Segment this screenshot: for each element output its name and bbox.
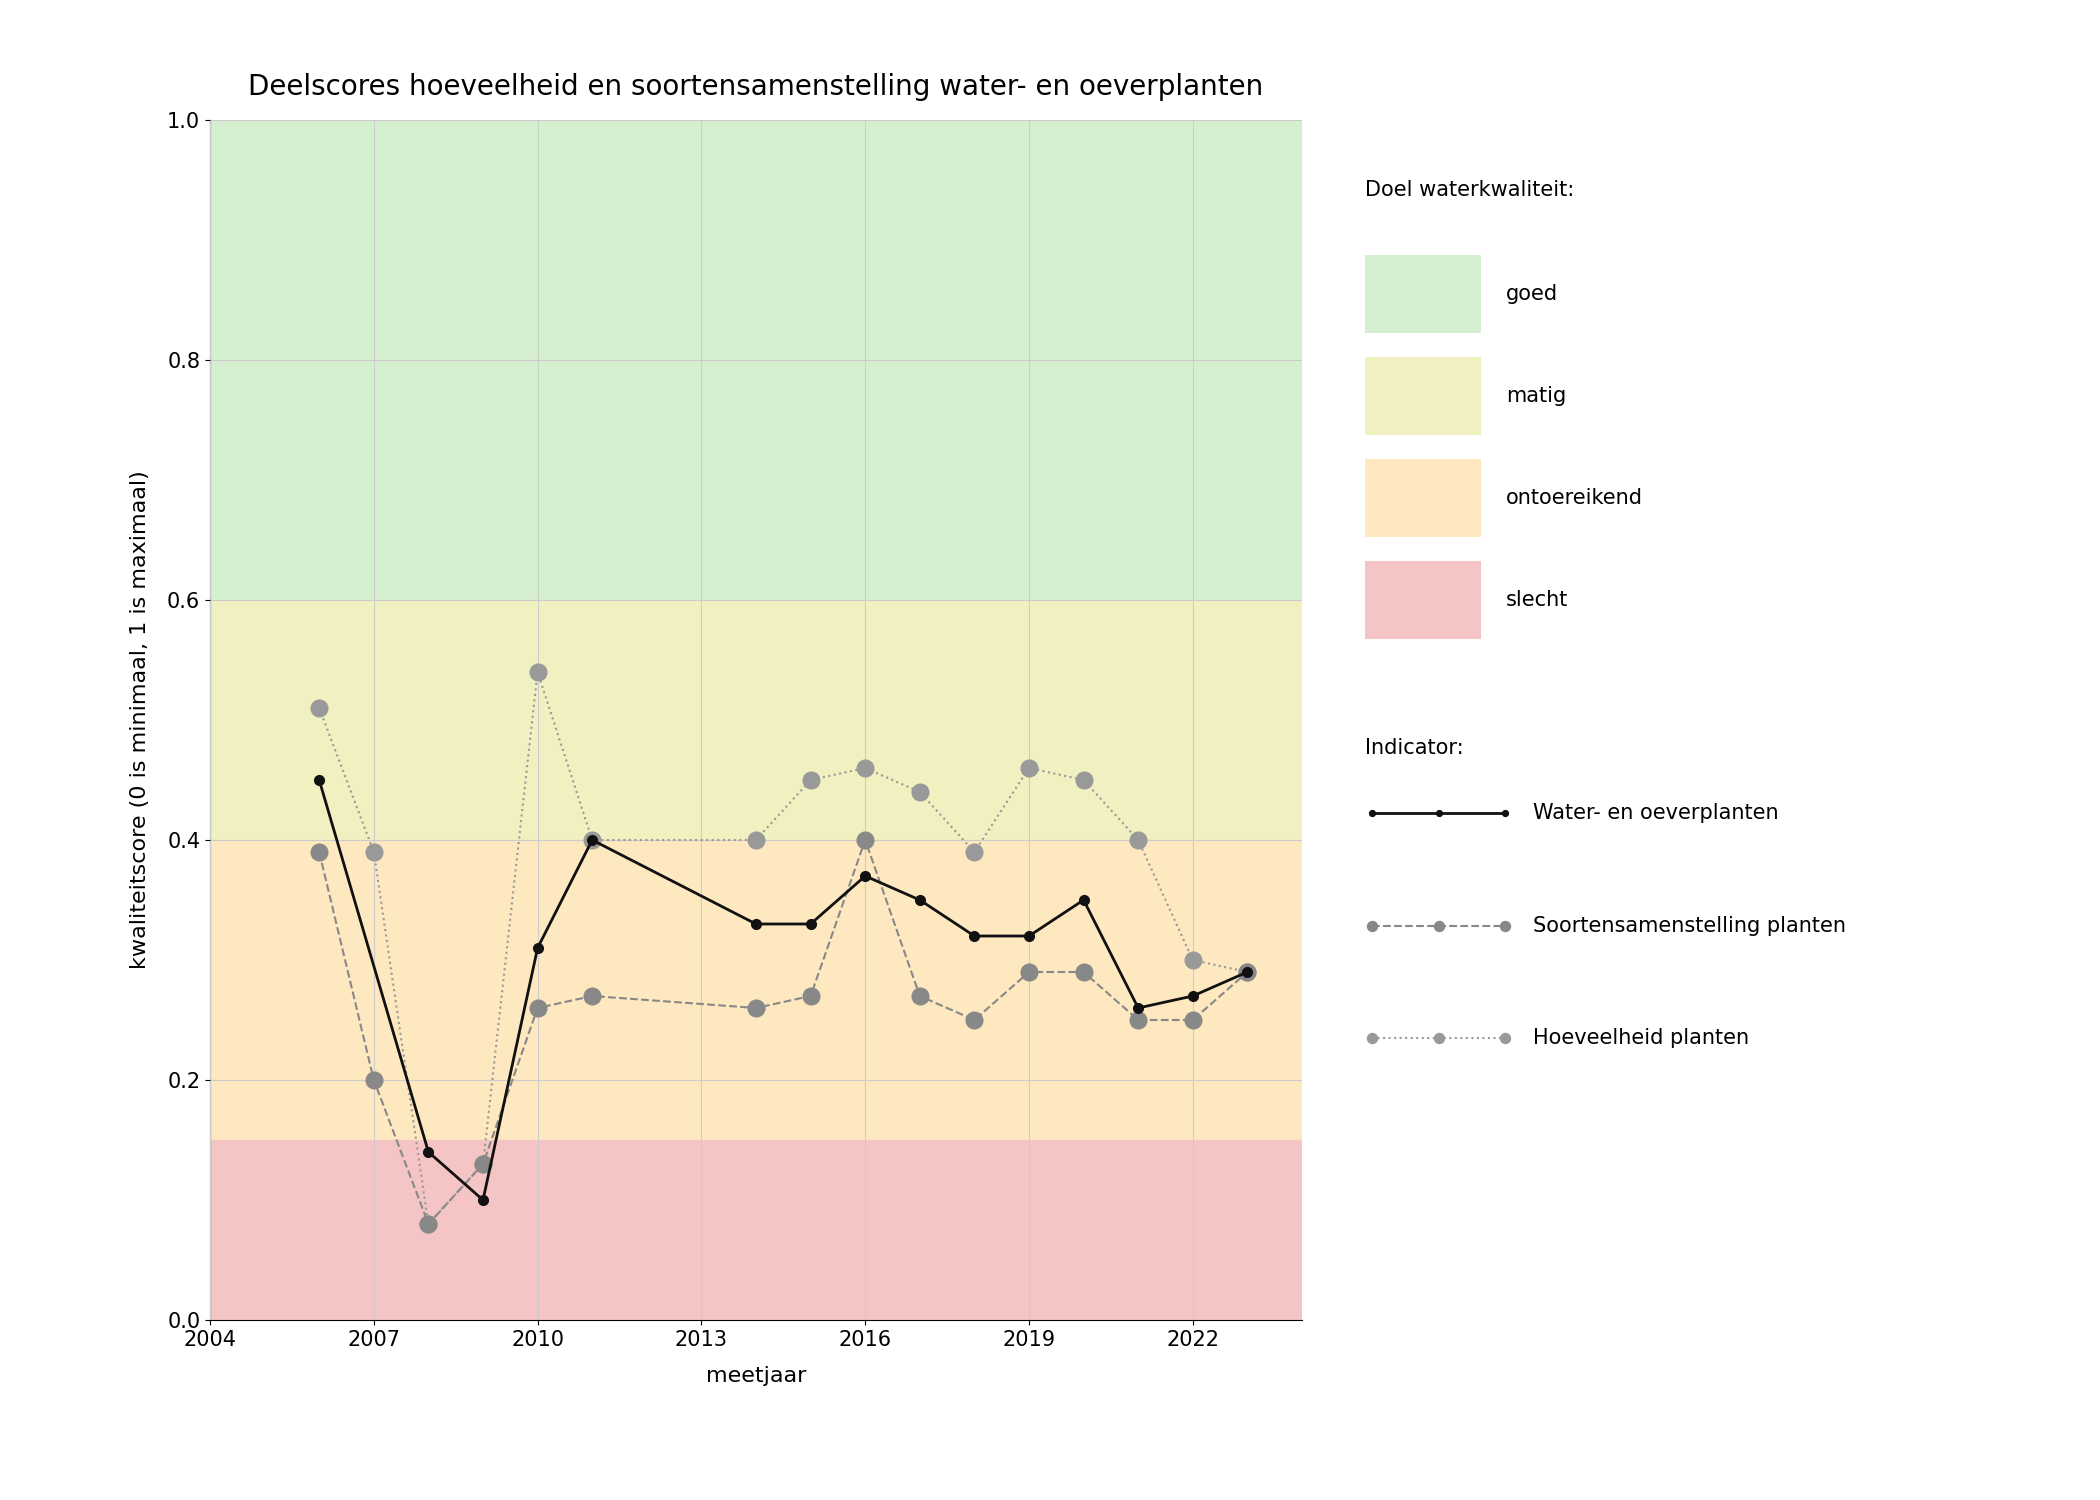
Text: Water- en oeverplanten: Water- en oeverplanten xyxy=(1533,802,1779,824)
Text: ontoereikend: ontoereikend xyxy=(1506,488,1642,508)
Bar xyxy=(210,1140,1302,1320)
Text: Soortensamenstelling planten: Soortensamenstelling planten xyxy=(1533,915,1846,936)
Title: Deelscores hoeveelheid en soortensamenstelling water- en oeverplanten: Deelscores hoeveelheid en soortensamenst… xyxy=(248,74,1264,100)
X-axis label: meetjaar: meetjaar xyxy=(706,1366,806,1386)
Text: Indicator:: Indicator: xyxy=(1365,738,1464,758)
Text: matig: matig xyxy=(1506,386,1567,406)
Y-axis label: kwaliteitscore (0 is minimaal, 1 is maximaal): kwaliteitscore (0 is minimaal, 1 is maxi… xyxy=(130,471,151,969)
Text: slecht: slecht xyxy=(1506,590,1569,610)
Bar xyxy=(210,840,1302,1140)
Bar xyxy=(210,120,1302,600)
Text: Hoeveelheid planten: Hoeveelheid planten xyxy=(1533,1028,1749,1048)
Text: Doel waterkwaliteit:: Doel waterkwaliteit: xyxy=(1365,180,1575,200)
Text: goed: goed xyxy=(1506,284,1558,304)
Bar xyxy=(210,600,1302,840)
